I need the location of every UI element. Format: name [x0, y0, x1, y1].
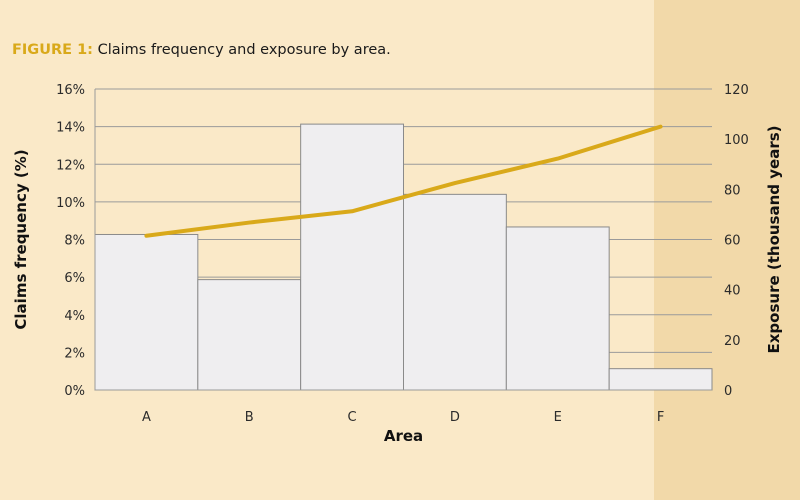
y-right-tick-label: 20	[724, 334, 741, 349]
x-tick-label: A	[142, 410, 151, 425]
y-left-tick-label: 10%	[56, 196, 85, 211]
x-tick-label: E	[554, 410, 562, 425]
y-axis-left-title: Claims frequency (%)	[12, 149, 30, 329]
exposure-bar	[94, 233, 199, 391]
side-band	[654, 0, 800, 500]
y-right-tick-label: 80	[724, 183, 741, 198]
exposure-bar	[505, 226, 610, 391]
exposure-bar	[197, 279, 302, 391]
figure-label: FIGURE 1:	[12, 42, 93, 58]
y-left-tick-label: 16%	[56, 83, 85, 98]
tick-labels: 0% 2% 4% 6% 8% 10% 12% 14% 16% 0 20 40 60 80 100 120 A B C…	[56, 83, 749, 425]
y-left-tick-label: 8%	[64, 234, 85, 249]
exposure-bar	[403, 193, 507, 391]
x-tick-label: D	[450, 410, 460, 425]
x-axis-title: Area	[384, 427, 423, 445]
figure-caption: Claims frequency and exposure by area.	[97, 42, 391, 58]
y-right-tick-label: 120	[724, 83, 749, 98]
y-left-tick-label: 6%	[64, 271, 85, 286]
axes	[94, 89, 712, 391]
exposure-bar	[300, 123, 404, 391]
x-tick-label: F	[657, 410, 664, 425]
frequency-line-layer	[144, 124, 663, 238]
y-right-tick-label: 100	[724, 133, 749, 148]
x-tick-label: B	[245, 410, 254, 425]
figure-title: FIGURE 1: Claims frequency and exposure …	[12, 42, 391, 58]
y-left-tick-label: 4%	[64, 309, 85, 324]
y-left-tick-label: 0%	[64, 384, 85, 399]
y-right-tick-label: 0	[724, 384, 732, 399]
y-left-tick-label: 14%	[56, 121, 85, 136]
x-tick-label: C	[348, 410, 357, 425]
y-right-tick-label: 40	[724, 284, 741, 299]
y-right-tick-label: 60	[724, 234, 741, 249]
y-left-tick-label: 2%	[64, 346, 85, 361]
y-axis-right-title: Exposure (thousand years)	[765, 126, 783, 354]
bars	[94, 123, 713, 391]
y-left-tick-label: 12%	[56, 158, 85, 173]
exposure-bar	[608, 368, 713, 391]
frequency-line	[144, 124, 663, 238]
